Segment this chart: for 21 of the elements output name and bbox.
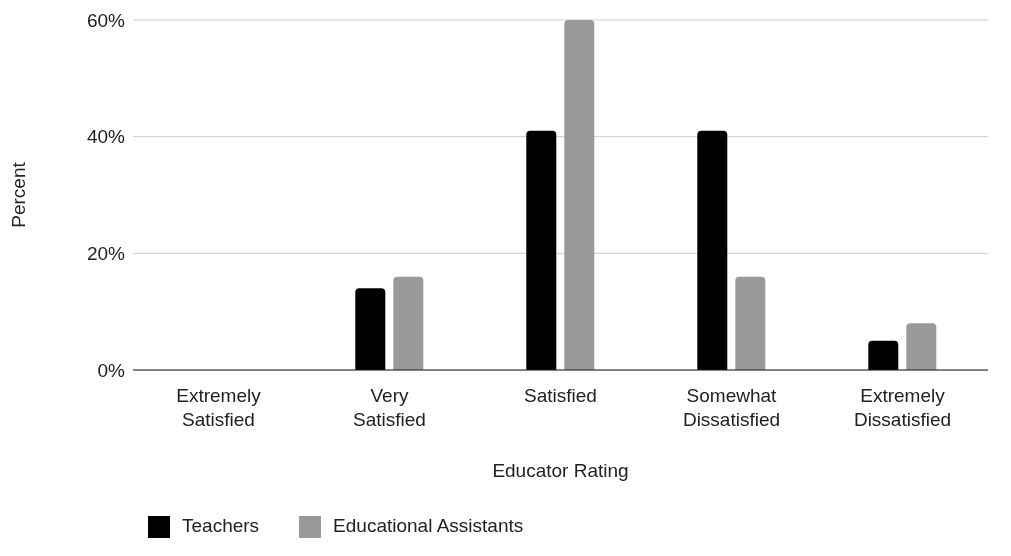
x-axis-title: Educator Rating — [492, 460, 629, 482]
bar — [906, 323, 937, 371]
y-tick-label: 60% — [86, 9, 126, 31]
bar — [355, 288, 386, 371]
x-tick-label: Very Satisfied — [353, 385, 426, 431]
y-tick-label: 20% — [86, 243, 126, 265]
y-tick-label: 0% — [97, 359, 126, 381]
x-tick-label: Satisfied — [524, 385, 597, 407]
x-tick-label: Extremely Dissatisfied — [853, 385, 952, 431]
bar — [735, 276, 766, 371]
legend-label: Educational Assistants — [333, 515, 524, 537]
x-tick-label: Extremely Satisfied — [176, 385, 262, 431]
y-tick-label: 40% — [86, 126, 126, 148]
bar — [564, 20, 595, 371]
y-axis-title: Percent — [7, 161, 29, 228]
bar — [697, 130, 728, 371]
bar — [526, 130, 557, 371]
legend-label: Teachers — [182, 515, 260, 537]
x-tick-label: Somewhat Dissatisfied — [682, 385, 781, 431]
bar — [868, 340, 899, 371]
bar — [393, 276, 424, 371]
